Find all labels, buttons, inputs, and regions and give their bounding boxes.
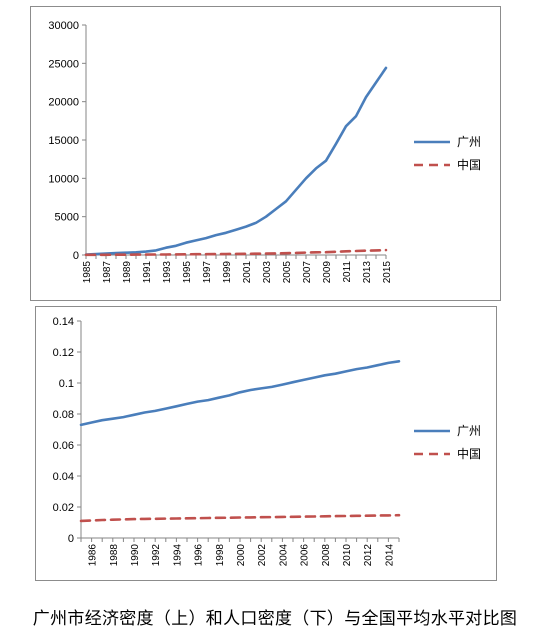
x-tick-label: 1985 <box>82 261 93 284</box>
x-tick-label: 1994 <box>172 544 183 567</box>
y-tick-label: 0.14 <box>53 316 74 328</box>
economic-density-chart: 0 5000 10000 15000 20000 25000 30000 1985 1987 19… <box>48 20 481 284</box>
y-tick-label: 25000 <box>48 58 79 70</box>
x-tick-label: 2014 <box>384 544 395 567</box>
x-tick-label: 2005 <box>282 261 293 284</box>
legend-label-guangzhou: 广州 <box>457 135 481 149</box>
x-tick-label: 1998 <box>215 544 226 567</box>
x-tick-label: 1989 <box>122 261 133 284</box>
series-line-china <box>84 248 388 257</box>
x-tick-label: 1991 <box>142 261 153 284</box>
figure-caption: 广州市经济密度（上）和人口密度（下）与全国平均水平对比图 <box>32 609 518 629</box>
x-tick-label: 1995 <box>182 261 193 284</box>
y-tick-label: 0.06 <box>53 440 74 452</box>
x-tick-label: 2004 <box>278 544 289 567</box>
legend-label-china: 中国 <box>457 157 481 172</box>
x-tick-label: 2002 <box>257 544 268 567</box>
economic-density-chart-panel: 0 5000 10000 15000 20000 25000 30000 1985 1987 19… <box>30 6 501 301</box>
x-tick-label: 1992 <box>151 544 162 567</box>
y-tick-label: 0.02 <box>53 502 74 514</box>
x-tick-label: 2000 <box>236 544 247 567</box>
x-tick-label: 2010 <box>342 544 353 567</box>
x-tick-label: 2015 <box>382 261 393 284</box>
y-tick-label: 15000 <box>48 135 79 147</box>
x-tick-label: 2013 <box>362 261 373 284</box>
x-tick-label: 1988 <box>109 544 120 567</box>
x-tick-label: 2008 <box>321 544 332 567</box>
x-tick-label: 2011 <box>342 261 353 283</box>
series-line-guangzhou <box>79 359 401 427</box>
x-tick-label: 1986 <box>88 544 99 567</box>
y-tick-label: 0.12 <box>53 347 74 359</box>
series-line-guangzhou <box>84 66 388 256</box>
x-tick-label: 1999 <box>222 261 233 284</box>
legend-label-china: 中国 <box>457 446 481 461</box>
x-tick-label: 2012 <box>363 544 374 567</box>
legend-label-guangzhou: 广州 <box>457 424 481 438</box>
y-tick-label: 5000 <box>55 212 79 224</box>
x-tick-label: 2009 <box>322 261 333 284</box>
x-tick-label: 1993 <box>162 261 173 284</box>
population-density-chart-panel: 0 0.02 0.04 0.06 0.08 0.1 0.12 0.14 1986 1988 1990… <box>35 306 497 581</box>
y-tick-label: 0 <box>68 533 74 545</box>
x-tick-label: 2003 <box>262 261 273 284</box>
x-tick-label: 2007 <box>302 261 313 284</box>
y-tick-label: 10000 <box>48 173 79 185</box>
y-tick-label: 20000 <box>48 97 79 109</box>
y-tick-label: 30000 <box>48 20 79 32</box>
x-tick-label: 1996 <box>194 544 205 567</box>
x-tick-label: 2006 <box>300 544 311 567</box>
x-tick-label: 1997 <box>202 261 213 284</box>
x-tick-label: 1987 <box>102 261 113 284</box>
y-tick-label: 0 <box>73 250 79 262</box>
x-tick-label: 1990 <box>130 544 141 567</box>
population-density-chart: 0 0.02 0.04 0.06 0.08 0.1 0.12 0.14 1986 1988 1990… <box>53 316 481 567</box>
x-tick-label: 2001 <box>242 261 253 284</box>
y-tick-label: 0.1 <box>59 378 74 390</box>
series-line-china <box>79 513 401 523</box>
y-tick-label: 0.04 <box>53 471 74 483</box>
y-tick-label: 0.08 <box>53 409 74 421</box>
